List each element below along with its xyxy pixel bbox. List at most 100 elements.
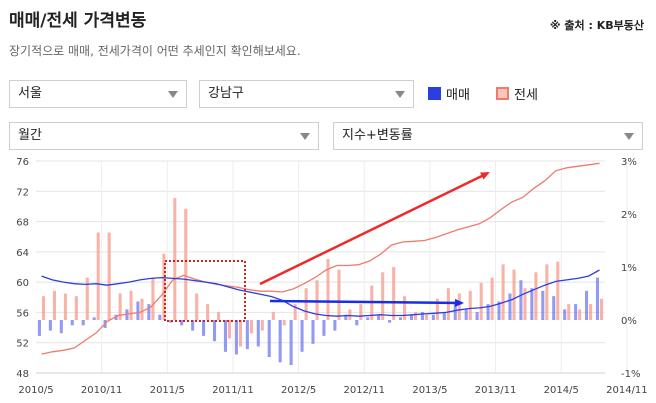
jeonse-change-bar [403,296,407,320]
sale-change-bar [234,320,238,355]
jeonse-change-bar [184,208,188,320]
jeonse-change-bar [282,320,286,326]
jeonse-change-bar [63,293,67,320]
jeonse-change-bar [206,304,210,320]
district-select[interactable]: 강남구 [199,80,414,108]
jeonse-change-bars [41,198,604,347]
index-lines [41,162,600,355]
jeonse-change-bar [151,277,155,320]
sale-change-bar [48,320,52,331]
legend-swatch-jeonse [496,87,509,100]
sale-change-bar [223,320,227,352]
jeonse-change-bar [501,264,505,320]
jeonse-change-bar [600,298,604,320]
jeonse-change-bar [140,298,144,320]
jeonse-change-bar [217,312,221,320]
jeonse-change-bar [348,309,352,320]
jeonse-change-bar [545,264,549,320]
jeonse-change-bar [238,320,242,347]
flat-trend-arrow [269,298,464,307]
chart-annotations [164,171,490,322]
y-right-tick-label: 2% [621,210,637,221]
sale-change-bar [322,320,326,336]
page-subtitle: 장기적으로 매매, 전세가격이 어떤 추세인지 확인해보세요. [9,44,301,58]
jeonse-change-bar [129,290,133,320]
sale-change-bar [574,304,578,320]
sale-change-bar [442,312,446,320]
x-tick-label: 2014/11 [606,385,648,396]
sale-change-bar [530,288,534,320]
sale-change-bar [388,320,392,323]
jeonse-change-bar [41,296,46,320]
jeonse-change-bar [392,267,396,320]
jeonse-change-bar [424,314,429,320]
sale-change-bar [333,320,337,331]
jeonse-change-bar [512,269,516,320]
sale-change-bar [420,312,424,320]
jeonse-change-bar [195,293,199,320]
sale-change-bar [486,304,490,320]
y-left-tick-label: 52 [16,339,29,350]
period-select[interactable]: 월간 [9,122,319,150]
sale-change-bar [212,320,217,342]
chevron-down-icon [168,91,178,98]
legend-label-jeonse: 전세 [514,88,538,103]
rising-trend-arrow [259,171,490,286]
sale-index-line [41,269,600,317]
sale-change-bar [70,320,74,326]
chart-grid [36,160,628,374]
jeonse-change-bar [107,232,111,320]
jeonse-change-bar [227,320,232,339]
jeonse-change-bar [479,282,483,320]
sale-change-bar [344,314,348,320]
sale-change-bar [245,320,249,350]
jeonse-change-bar [468,290,472,320]
price-change-chart: 48 52 56 60 64 68 72 76 -1% 0% 1% 2% 3% 2010/5 2010/11… [16,157,648,396]
y-right-tick-label: -1% [621,369,640,380]
x-tick-label: 2014/5 [544,385,579,396]
jeonse-change-bar [74,296,78,320]
sale-change-bar [464,309,468,320]
sale-change-bar [289,320,293,366]
metric-select[interactable]: 지수+변동률 [333,122,643,150]
sale-change-bar [563,309,567,320]
jeonse-change-bar [578,309,582,320]
jeonse-change-bar [315,280,319,320]
jeonse-change-bar [52,290,56,320]
y-left-tick-label: 68 [16,218,29,229]
jeonse-change-bar [96,232,100,320]
jeonse-change-bar [556,261,560,320]
chevron-down-icon [624,133,634,140]
jeonse-change-bar [381,272,385,320]
jeonse-change-bar [589,304,593,320]
x-tick-label: 2010/11 [81,385,123,396]
sale-change-bar [497,301,501,320]
sale-change-bars [37,277,600,366]
x-tick-label: 2013/11 [475,385,517,396]
jeonse-change-bar [337,269,341,320]
x-tick-label: 2011/11 [212,385,254,396]
sale-change-bar [180,320,184,326]
sale-change-bar [377,314,381,320]
sale-change-bar [475,312,479,320]
jeonse-change-bar [260,320,264,331]
sale-change-bar [158,314,162,320]
chart-axes: 48 52 56 60 64 68 72 76 -1% 0% 1% 2% 3% 2010/5 2010/11… [16,157,648,396]
y-left-tick-label: 64 [16,248,29,259]
region-select[interactable]: 서울 [9,80,187,108]
sale-change-bar [453,304,457,320]
sale-change-bar [585,290,589,320]
sale-change-bar [136,301,140,320]
legend-label-sale: 매매 [446,88,470,103]
y-left-tick-label: 72 [16,187,29,198]
jeonse-change-bar [490,277,494,320]
sale-change-bar [399,317,403,320]
y-left-tick-label: 48 [16,369,29,380]
district-select-value: 강남구 [208,86,244,101]
sale-change-bar [92,317,96,320]
sale-change-bar [300,320,304,352]
source-note: ※ 출처 : KB부동산 [549,19,644,32]
jeonse-change-bar [293,304,297,320]
sale-change-bar [508,293,512,320]
jeonse-change-bar [523,288,527,320]
